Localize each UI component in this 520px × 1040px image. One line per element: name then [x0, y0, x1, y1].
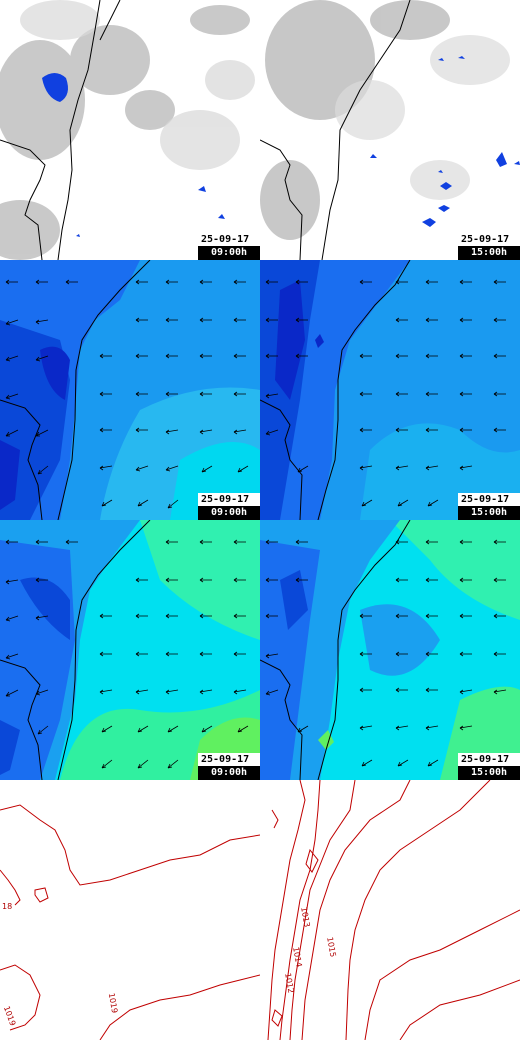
isobar-label: 1015	[325, 936, 337, 958]
forecast-date: 25-09-17	[458, 493, 520, 506]
wind-field-svg	[0, 260, 260, 520]
forecast-date: 25-09-17	[458, 233, 520, 246]
forecast-date: 25-09-17	[458, 753, 520, 766]
isobar-label: 1013	[299, 906, 311, 928]
cloud-precip-svg	[0, 0, 260, 260]
wind-gust-svg	[260, 520, 520, 780]
wind-gust-svg	[0, 520, 260, 780]
forecast-time: 15:00h	[458, 766, 520, 780]
wind-gust-map-0900: 25-09-17 09:00h	[0, 520, 260, 780]
wind-map-0900: 25-09-17 09:00h	[0, 260, 260, 520]
forecast-time: 15:00h	[458, 246, 520, 260]
forecast-time: 15:00h	[458, 506, 520, 520]
cloud-precip-svg	[260, 0, 520, 260]
cloud-precip-map-1500: 25-09-17 15:00h	[260, 0, 520, 260]
timestamp: 25-09-17 15:00h	[458, 233, 520, 260]
forecast-time: 09:00h	[198, 766, 260, 780]
wind-field-svg	[260, 260, 520, 520]
isobar-svg: 1015 1014 1013 1012	[260, 780, 520, 1040]
timestamp: 25-09-17 15:00h	[458, 753, 520, 780]
timestamp: 25-09-17 09:00h	[198, 493, 260, 520]
timestamp: 25-09-17 15:00h	[458, 493, 520, 520]
forecast-date: 25-09-17	[198, 493, 260, 506]
timestamp: 25-09-17 09:00h	[198, 753, 260, 780]
forecast-date: 25-09-17	[198, 753, 260, 766]
isobar-label: 1019	[107, 992, 119, 1014]
forecast-date: 25-09-17	[198, 233, 260, 246]
isobar-label: 1014	[291, 946, 303, 968]
isobar-label: 1012	[283, 972, 295, 994]
forecast-time: 09:00h	[198, 246, 260, 260]
wind-gust-map-1500: 25-09-17 15:00h	[260, 520, 520, 780]
timestamp: 25-09-17 09:00h	[198, 233, 260, 260]
pressure-isobars-right: 1015 1014 1013 1012	[260, 780, 520, 1040]
pressure-isobars-left: 18 1019 1019	[0, 780, 260, 1040]
forecast-time: 09:00h	[198, 506, 260, 520]
cloud-precip-map-0900: 25-09-17 09:00h	[0, 0, 260, 260]
isobar-svg: 18 1019 1019	[0, 780, 260, 1040]
isobar-label: 18	[2, 902, 12, 911]
wind-map-1500: 25-09-17 15:00h	[260, 260, 520, 520]
